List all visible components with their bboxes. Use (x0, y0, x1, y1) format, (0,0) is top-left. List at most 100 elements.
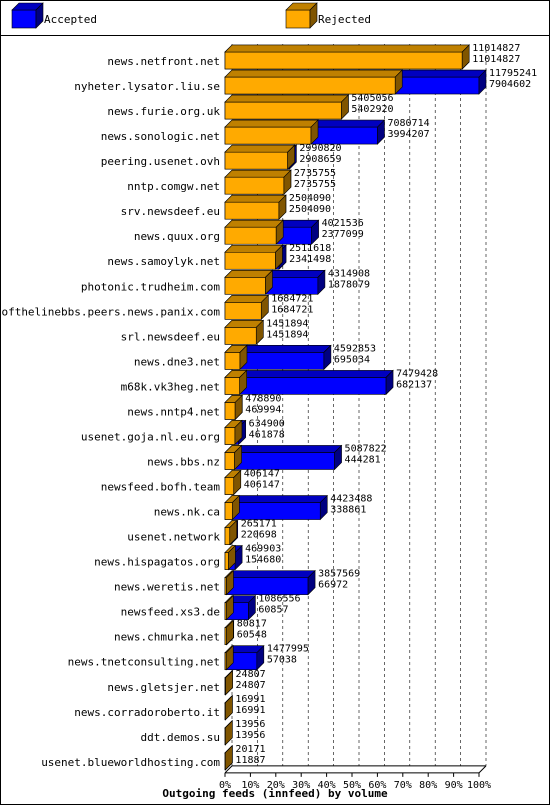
value-label-rejected: 220698 (241, 530, 277, 541)
bar-rejected (224, 169, 292, 195)
bar-rejected-front (224, 151, 288, 170)
bar-accepted (224, 494, 328, 521)
bar-rejected-side (234, 444, 242, 471)
value-label-rejected: 695034 (334, 354, 370, 365)
bar-rejected (224, 394, 243, 421)
bar-accepted-top (224, 445, 343, 453)
bar-rejected-side (278, 194, 287, 220)
value-label-rejected: 1684721 (271, 304, 313, 315)
bar-rejected-side (275, 219, 284, 245)
legend-swatch-accepted-front (11, 9, 37, 29)
bar-rejected (224, 269, 274, 295)
legend-label-accepted: Accepted (44, 13, 97, 26)
bar-rejected-top (224, 94, 350, 103)
bar-rejected-side (224, 745, 233, 771)
category-label: nntp.comgw.net (127, 180, 220, 193)
bar-accepted-side (377, 119, 385, 145)
value-label-rejected: 444281 (345, 454, 381, 465)
bar-rejected-side (228, 544, 236, 571)
bar-rejected (224, 419, 243, 446)
category-label: news.sonologic.net (101, 130, 220, 143)
value-label-rejected: 7904602 (489, 79, 531, 90)
bar-accepted-side (248, 594, 256, 621)
category-label: m68k.vk3heg.net (121, 380, 220, 393)
bar-rejected (224, 369, 248, 396)
bar-rejected (224, 219, 284, 245)
value-label-rejected: 24807 (236, 680, 266, 691)
category-label: news.quux.org (134, 230, 220, 243)
value-label-rejected: 2908659 (299, 154, 341, 165)
bar-rejected-side (226, 619, 234, 646)
legend-swatch-accepted-side (35, 2, 44, 29)
category-labels: news.netfront.net nyheter.lysator.liu.se n… (0, 55, 220, 769)
bar-rejected-top (224, 119, 319, 128)
value-label-rejected: 60548 (237, 630, 267, 641)
value-label-rejected: 66972 (318, 580, 348, 591)
bar-rejected (224, 119, 319, 145)
bar-rejected-side (231, 494, 240, 521)
bar-rejected-top (224, 269, 274, 278)
value-label-rejected: 2341498 (289, 254, 331, 265)
bar-rejected-front (224, 126, 312, 145)
legend-swatch-rejected-front (285, 9, 311, 29)
bar-rejected-top (224, 244, 284, 253)
value-label-rejected: 11887 (235, 755, 265, 766)
bar-accepted-side (478, 69, 487, 95)
bar-rejected-front (224, 427, 236, 445)
value-label-rejected: 338861 (330, 505, 366, 516)
bar-rejected-front (224, 377, 240, 395)
x-axis-label: Outgoing feeds (innfeed) by volume (162, 787, 388, 800)
bar-rejected-front (224, 552, 229, 570)
bar-rejected-side (255, 319, 264, 346)
legend: Accepted Rejected (11, 2, 371, 29)
bar-accepted (224, 644, 265, 671)
bar-rejected-side (275, 244, 283, 270)
bar-rejected (224, 594, 235, 621)
value-label-rejected: 16991 (235, 705, 265, 716)
value-label-rejected: 682137 (396, 379, 432, 390)
value-label-rejected: 154680 (245, 555, 281, 566)
bar-rejected (224, 670, 234, 696)
value-label-accepted: 4021536 (322, 218, 364, 229)
bar-rejected-front (224, 502, 233, 520)
value-label-accepted: 7080714 (387, 118, 429, 129)
bar-rejected-top (224, 219, 284, 228)
bar-rejected-side (225, 720, 233, 746)
value-label-rejected: 2504090 (289, 204, 331, 215)
value-label-rejected: 2377099 (322, 229, 364, 240)
category-label: srv.newsdeef.eu (121, 205, 220, 218)
bar-rejected-side (260, 294, 269, 321)
value-label-accepted: 11795241 (489, 68, 537, 79)
bar-rejected-side (225, 695, 233, 721)
bar-rejected-side (233, 469, 242, 496)
bar-rejected-top (224, 144, 296, 153)
bar-accepted (224, 344, 332, 371)
bars (224, 44, 487, 771)
bar-rejected-side (234, 394, 243, 421)
bar-rejected-top (224, 194, 287, 203)
bar-accepted-side (311, 219, 319, 245)
value-label-rejected: 461878 (249, 429, 285, 440)
value-label-accepted: 4592853 (334, 343, 376, 354)
bar-rejected (224, 144, 296, 170)
value-label-accepted: 478890 (245, 393, 281, 404)
bar-rejected (224, 319, 264, 346)
bar-rejected (224, 494, 241, 521)
value-label-accepted: 634900 (249, 418, 285, 429)
category-label: newsfeed.bofh.team (101, 481, 221, 494)
bar-rejected (224, 44, 470, 70)
value-label-accepted: 1451894 (266, 318, 308, 329)
bar-rejected-top (224, 44, 470, 53)
bar-accepted-top (224, 495, 328, 503)
value-label-rejected: 1878079 (328, 279, 370, 290)
bar-rejected (224, 94, 350, 120)
category-label: news.nk.ca (154, 506, 220, 519)
bar-rejected (224, 444, 243, 471)
x-tick-label: 100% (467, 780, 491, 791)
bar-rejected (224, 644, 234, 671)
value-label-accepted: 469903 (245, 544, 281, 555)
bar-rejected (224, 244, 284, 270)
